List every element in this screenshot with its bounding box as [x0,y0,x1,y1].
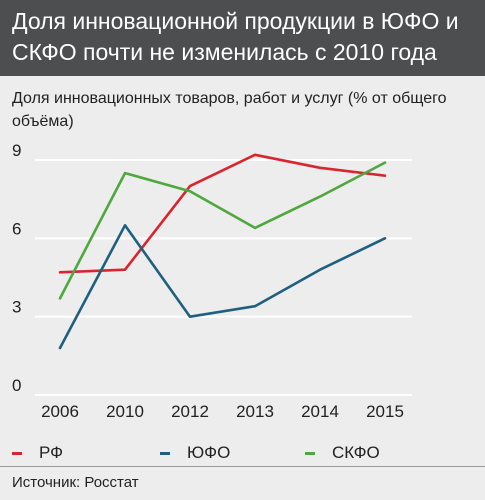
title-band: Доля инновационной продукции в ЮФО и СКФ… [0,0,485,76]
series-line-3 [58,161,387,300]
x-tick-label: 2012 [171,402,209,421]
x-tick-label: 2015 [366,402,404,421]
series-line-1 [58,153,387,274]
y-tick-label: 3 [12,298,21,317]
legend: РФ ЮФО СКФО [0,438,485,468]
legend-swatch [160,452,170,455]
y-tick-label: 9 [12,141,21,160]
legend-swatch [12,452,22,455]
x-axis-tick-labels: 2006 2010 2012 2013 2014 2015 [41,402,404,421]
gridlines [35,159,412,396]
source-note: Источник: Росстат [12,474,139,491]
x-tick-label: 2014 [301,402,339,421]
y-tick-label: 6 [12,219,21,238]
x-tick-label: 2006 [41,402,79,421]
series-line-2 [58,224,387,350]
legend-label: РФ [39,443,64,462]
y-tick-label: 0 [12,376,21,395]
series-lines [58,153,387,350]
legend-label: СКФО [332,443,380,462]
chart-title: Доля инновационной продукции в ЮФО и СКФ… [12,8,459,65]
legend-label: ЮФО [187,443,231,462]
x-tick-label: 2010 [106,402,144,421]
y-axis-tick-labels: 0 3 6 9 [12,141,21,395]
chart-subtitle: Доля инновационных товаров, работ и услу… [12,90,447,130]
legend-divider [0,466,485,467]
x-tick-label: 2013 [236,402,274,421]
legend-swatch [305,452,315,455]
